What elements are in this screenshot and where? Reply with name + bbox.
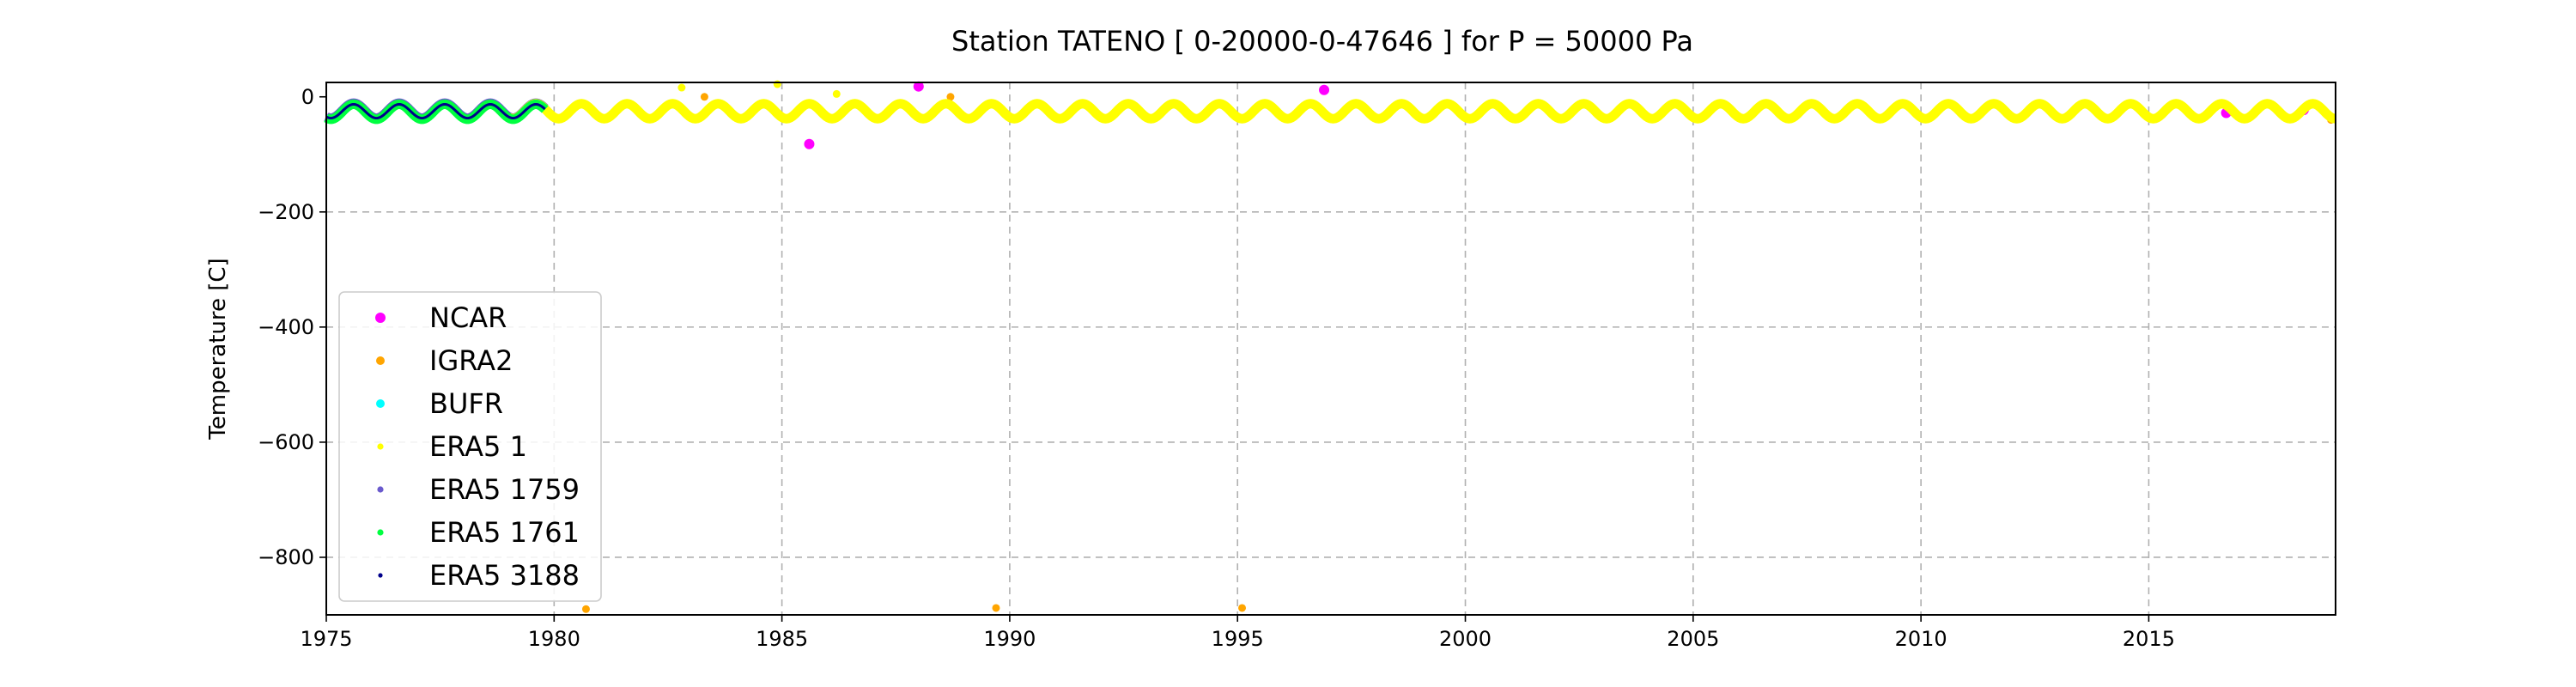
legend-label: ERA5 3188: [429, 559, 580, 592]
legend-label: ERA5 1759: [429, 473, 580, 506]
legend-entry: NCAR: [375, 301, 507, 334]
legend-label: BUFR: [429, 387, 503, 420]
legend-marker: [377, 443, 384, 450]
x-axis: 1975 1980 1985 1990 1995 2000 2005 2010 2015: [300, 615, 2175, 651]
legend-entry: ERA5 1: [377, 430, 527, 463]
y-axis: 0 −200 −400 −600 −800: [258, 85, 326, 569]
data-point: [913, 81, 924, 92]
grid-layer: [326, 82, 2336, 615]
data-point: [1319, 84, 1330, 95]
legend-frame: [338, 291, 602, 602]
legend-marker: [377, 486, 384, 493]
legend-marker: [377, 529, 384, 536]
data-layer: [322, 80, 2340, 613]
series-igra2: [552, 93, 2337, 613]
plot-frame: [325, 82, 2336, 616]
legend-entry: ERA5 3188: [378, 559, 580, 592]
legend: NCAR IGRA2 BUFR ERA5 1 ERA5 1759 ERA5 1761 ERA…: [338, 291, 602, 602]
legend-label: IGRA2: [429, 344, 513, 377]
data-point: [832, 89, 841, 98]
series-band: [325, 102, 546, 120]
y-tick-label: −400: [258, 315, 314, 339]
legend-marker: [376, 356, 385, 365]
legend-entry: IGRA2: [376, 344, 513, 377]
legend-label: ERA5 1: [429, 430, 527, 463]
data-point: [773, 80, 781, 88]
series-era5-3188: [325, 102, 546, 120]
y-tick-label: −200: [258, 200, 314, 224]
x-tick-label: 1980: [528, 627, 580, 651]
legend-marker: [378, 573, 383, 578]
legend-marker: [376, 399, 385, 408]
data-point: [677, 83, 686, 92]
legend-label: ERA5 1761: [429, 516, 580, 549]
y-tick-label: −800: [258, 545, 314, 569]
data-point: [992, 604, 1000, 612]
data-point: [581, 605, 590, 613]
series-band: [504, 99, 2340, 124]
x-tick-label: 2005: [1667, 627, 1719, 651]
data-point: [1238, 604, 1247, 612]
x-tick-label: 1990: [983, 627, 1036, 651]
legend-entry: BUFR: [376, 387, 503, 420]
x-tick-label: 1975: [300, 627, 352, 651]
x-tick-label: 2015: [2123, 627, 2175, 651]
x-tick-label: 2000: [1439, 627, 1492, 651]
legend-marker: [375, 313, 386, 323]
y-tick-label: 0: [301, 85, 314, 109]
data-point: [804, 138, 815, 149]
x-tick-label: 1985: [756, 627, 808, 651]
legend-entry: ERA5 1759: [377, 473, 580, 506]
x-tick-label: 1995: [1212, 627, 1264, 651]
data-point: [700, 93, 708, 101]
y-tick-label: −600: [258, 430, 314, 454]
legend-entry: ERA5 1761: [377, 516, 580, 549]
chart-title: Station TATENO [ 0-20000-0-47646 ] for P…: [951, 25, 1693, 58]
data-point: [946, 93, 955, 101]
legend-label: NCAR: [429, 301, 507, 334]
x-tick-label: 2010: [1895, 627, 1947, 651]
y-axis-label: Temperature [C]: [205, 258, 231, 440]
